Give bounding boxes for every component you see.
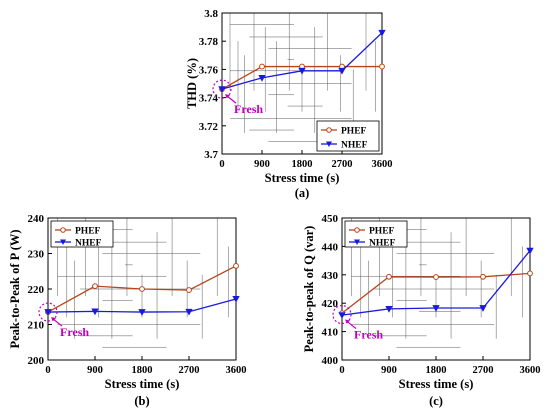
data-point-phef [433,274,439,280]
data-point-phef [480,273,486,280]
fresh-arrow-head [51,317,56,322]
y-axis-label: Peak-to-Peak of P (W) [8,229,22,348]
data-point-nhef [338,312,346,319]
data-point-phef [259,63,265,70]
x-tick-label: 0 [339,365,344,376]
x-axis-label: Stress time (s) [399,377,474,391]
x-tick-label: 900 [87,365,103,376]
fresh-annotation-label: Fresh [234,102,263,116]
panel-label: (b) [134,394,149,408]
fresh-marker-circle [38,302,58,322]
x-tick-label: 900 [381,365,397,376]
data-point-phef [186,287,192,293]
data-point-nhef [138,309,146,316]
x-tick-label: 2700 [473,365,494,376]
y-tick-label: 400 [322,355,339,367]
legend-box [316,120,380,152]
legend-marker [326,127,332,133]
data-point-phef [527,270,533,277]
legend-label-phef: PHEF [75,227,101,237]
y-axis-label: Peak-to-peak of Q (var) [302,226,316,353]
data-point-nhef [185,308,193,316]
legend-marker [60,227,66,233]
y-tick-label: 440 [322,241,339,253]
fresh-annotation-label: Fresh [60,325,89,339]
y-tick-label: 3.74 [199,93,219,105]
legend: PHEF NHEF [316,120,380,152]
data-point-phef [233,263,239,269]
data-point-phef [379,63,385,70]
y-tick-label: 3.8 [204,8,218,20]
data-point-nhef [385,305,393,313]
chart-panel-a: 3.7 3.72 3.74 3.76 3.78 3.8 0 900 1800 2700 3600 St… [185,8,393,200]
legend-box [344,220,408,248]
fresh-arrow-head [225,94,230,99]
data-point-phef [139,286,145,292]
y-tick-label: 3.72 [199,121,219,133]
data-point-phef [92,283,98,290]
data-point-nhef [298,67,306,75]
legend-marker [60,239,66,245]
x-tick-label: 1800 [426,365,447,376]
y-tick-label: 420 [322,298,339,310]
y-tick-label: 230 [28,249,45,261]
x-tick-label: 2700 [179,365,200,376]
y-tick-label: 410 [322,327,339,339]
gridlines [229,13,376,142]
x-tick-label: 900 [254,159,270,170]
data-point-nhef [91,308,99,316]
data-point-nhef [378,29,386,37]
legend-marker [354,227,360,233]
panel-label: (c) [429,394,443,408]
chart-panel-b: 200 210 220 230 240 0 900 1800 2700 3600 Stress ti… [8,213,247,408]
y-tick-label: 3.76 [199,64,219,76]
legend-marker [354,239,360,245]
data-point-nhef [479,305,487,312]
x-tick-label: 0 [45,365,50,376]
legend-label-nhef: NHEF [341,141,368,151]
x-tick-label: 1800 [132,365,153,376]
legend-label-phef: PHEF [369,227,395,237]
x-tick-label: 1800 [292,159,313,170]
y-tick-label: 450 [322,213,339,225]
legend-marker [326,141,332,147]
y-axis-label: THD (%) [185,58,199,109]
data-point-nhef [218,86,226,93]
y-tick-label: 240 [28,213,45,225]
y-tick-label: 200 [28,355,45,367]
fresh-marker-circle [212,79,232,99]
data-point-nhef [232,296,240,303]
y-tick-label: 3.7 [204,149,218,161]
data-point-nhef [44,309,52,316]
y-tick-label: 210 [28,320,45,332]
legend-label-phef: PHEF [341,127,367,137]
y-tick-label: 3.78 [199,36,219,48]
x-tick-label: 3600 [372,159,393,170]
x-axis-label: Stress time (s) [105,377,180,391]
data-point-nhef [526,247,534,255]
fresh-marker-circle [332,304,352,325]
data-point-nhef [258,74,266,82]
x-axis-label: Stress time (s) [265,171,340,185]
fresh-arrow-head [345,319,350,324]
data-point-nhef [432,305,440,312]
x-tick-label: 0 [219,159,224,170]
x-tick-label: 3600 [226,365,247,376]
legend-label-nhef: NHEF [75,239,102,249]
panel-label: (a) [295,186,310,200]
y-tick-label: 220 [28,284,45,296]
legend-box [50,220,114,248]
legend: PHEF NHEF [50,220,114,249]
y-tick-label: 430 [322,270,339,282]
x-tick-label: 2700 [332,159,353,170]
fresh-annotation-label: Fresh [354,328,383,342]
data-point-nhef [338,67,346,75]
legend-label-nhef: NHEF [369,239,396,249]
chart-panel-c: 400 410 420 430 440 450 0 900 1800 2700 3600 Stress… [302,213,541,408]
data-point-phef [386,273,392,280]
legend: PHEF NHEF [344,220,408,249]
x-tick-label: 3600 [520,365,541,376]
